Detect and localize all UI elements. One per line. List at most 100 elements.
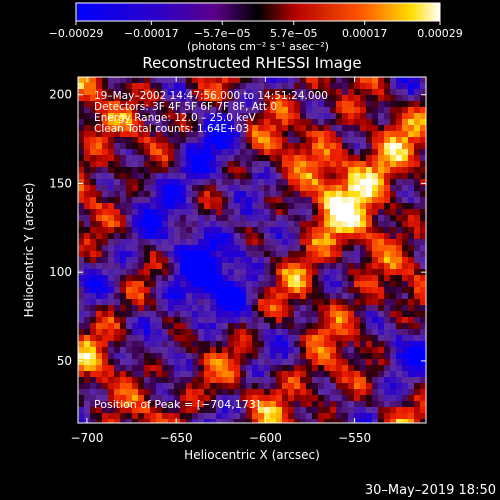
heatmap-cell xyxy=(270,323,277,330)
heatmap-cell xyxy=(324,293,331,300)
heatmap-cell xyxy=(276,101,283,108)
heatmap-cell xyxy=(354,161,361,168)
heatmap-cell xyxy=(168,101,175,108)
heatmap-cell xyxy=(276,149,283,156)
heatmap-cell xyxy=(162,89,169,96)
heatmap-cell xyxy=(132,419,139,423)
heatmap-cell xyxy=(348,341,355,348)
heatmap-cell xyxy=(402,131,409,138)
heatmap-cell xyxy=(312,89,319,96)
heatmap-cell xyxy=(420,407,426,414)
heatmap-cell xyxy=(168,221,175,228)
heatmap-cell xyxy=(258,203,265,210)
heatmap-cell xyxy=(330,395,337,402)
heatmap-cell xyxy=(246,347,253,354)
heatmap-cell xyxy=(318,347,325,354)
heatmap-cell xyxy=(288,413,295,420)
heatmap-cell xyxy=(378,413,385,420)
heatmap-cell xyxy=(396,407,403,414)
heatmap-cell xyxy=(342,137,349,144)
heatmap-cell xyxy=(186,395,193,402)
heatmap-cell xyxy=(288,311,295,318)
heatmap-cell xyxy=(414,341,421,348)
heatmap-cell xyxy=(324,215,331,222)
heatmap-cell xyxy=(420,311,426,318)
heatmap-cell xyxy=(402,77,409,84)
heatmap-cell xyxy=(300,293,307,300)
heatmap-cell xyxy=(168,215,175,222)
heatmap-cell xyxy=(180,389,187,396)
heatmap-cell xyxy=(162,281,169,288)
heatmap-cell xyxy=(414,161,421,168)
heatmap-cell xyxy=(90,413,97,420)
heatmap-cell xyxy=(168,185,175,192)
heatmap-cell xyxy=(210,179,217,186)
heatmap-cell xyxy=(108,89,115,96)
heatmap-cell xyxy=(144,239,151,246)
heatmap-cell xyxy=(78,155,85,162)
heatmap-cell xyxy=(168,311,175,318)
heatmap-cell xyxy=(174,335,181,342)
heatmap-cell xyxy=(162,95,169,102)
heatmap-cell xyxy=(240,413,247,420)
heatmap-cell xyxy=(366,215,373,222)
heatmap-cell xyxy=(258,77,265,84)
heatmap-cell xyxy=(414,143,421,150)
heatmap-cell xyxy=(282,353,289,360)
heatmap-cell xyxy=(150,335,157,342)
heatmap-cell xyxy=(402,167,409,174)
heatmap-cell xyxy=(84,203,91,210)
heatmap-cell xyxy=(408,155,415,162)
heatmap-cell xyxy=(300,275,307,282)
heatmap-cell xyxy=(258,251,265,258)
heatmap-cell xyxy=(342,257,349,264)
heatmap-cell xyxy=(240,203,247,210)
heatmap-cell xyxy=(186,359,193,366)
heatmap-cell xyxy=(198,419,205,423)
heatmap-cell xyxy=(138,257,145,264)
heatmap-cell xyxy=(306,293,313,300)
heatmap-cell xyxy=(180,293,187,300)
heatmap-cell xyxy=(78,341,85,348)
heatmap-cell xyxy=(180,287,187,294)
heatmap-cell xyxy=(204,89,211,96)
heatmap-cell xyxy=(192,95,199,102)
heatmap-cell xyxy=(408,89,415,96)
heatmap-cell xyxy=(282,149,289,156)
heatmap-cell xyxy=(150,125,157,132)
heatmap-cell xyxy=(132,83,139,90)
heatmap-cell xyxy=(228,119,235,126)
heatmap-cell xyxy=(222,329,229,336)
heatmap-cell xyxy=(366,293,373,300)
heatmap-cell xyxy=(366,185,373,192)
heatmap-cell xyxy=(204,293,211,300)
heatmap-cell xyxy=(84,371,91,378)
heatmap-cell xyxy=(360,317,367,324)
heatmap-cell xyxy=(114,317,121,324)
heatmap-cell xyxy=(294,257,301,264)
heatmap-cell xyxy=(342,365,349,372)
heatmap-cell xyxy=(114,119,121,126)
heatmap-cell xyxy=(96,335,103,342)
heatmap-cell xyxy=(168,95,175,102)
heatmap-cell xyxy=(360,197,367,204)
heatmap-cell xyxy=(306,185,313,192)
heatmap-cell xyxy=(270,155,277,162)
heatmap-cell xyxy=(402,335,409,342)
heatmap-cell xyxy=(240,107,247,114)
heatmap-cell xyxy=(420,413,426,420)
heatmap-cell xyxy=(96,407,103,414)
heatmap-cell xyxy=(108,215,115,222)
heatmap-cell xyxy=(360,275,367,282)
heatmap-cell xyxy=(156,401,163,408)
heatmap-cell xyxy=(366,143,373,150)
heatmap-cell xyxy=(162,359,169,366)
heatmap-cell xyxy=(114,239,121,246)
heatmap-cell xyxy=(246,281,253,288)
heatmap-cell xyxy=(198,83,205,90)
heatmap-cell xyxy=(228,407,235,414)
heatmap-cell xyxy=(354,395,361,402)
heatmap-cell xyxy=(162,185,169,192)
heatmap-cell xyxy=(420,287,426,294)
heatmap-cell xyxy=(282,185,289,192)
